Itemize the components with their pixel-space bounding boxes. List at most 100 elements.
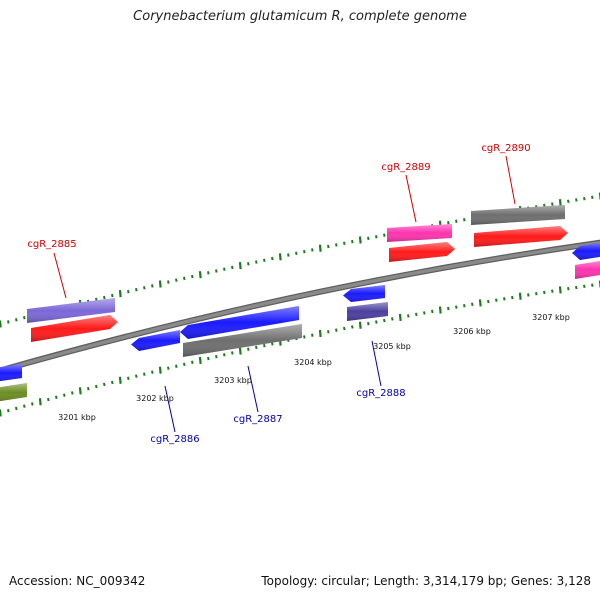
gene-shading — [27, 298, 115, 323]
minor-tick — [351, 325, 354, 329]
minor-tick — [71, 391, 74, 395]
minor-tick — [7, 320, 10, 324]
minor-tick — [287, 253, 290, 257]
gene-shading — [347, 302, 388, 321]
minor-tick — [183, 362, 186, 366]
major-tick — [278, 253, 282, 261]
minor-tick — [447, 306, 450, 311]
gene-label[interactable]: cgR_2887 — [233, 414, 282, 425]
minor-tick — [63, 393, 66, 397]
minor-tick — [143, 286, 146, 290]
major-tick — [118, 376, 122, 384]
genome-stats: Topology: circular; Length: 3,314,179 bp… — [261, 574, 591, 588]
minor-tick — [151, 284, 154, 288]
minor-tick — [223, 267, 226, 271]
minor-tick — [295, 251, 298, 256]
minor-tick — [327, 244, 330, 249]
gene-label[interactable]: cgR_2890 — [481, 143, 530, 154]
major-tick — [158, 366, 162, 374]
major-tick — [0, 320, 2, 328]
minor-tick — [455, 219, 458, 223]
minor-tick — [311, 333, 314, 337]
minor-tick — [271, 256, 274, 261]
minor-tick — [375, 320, 378, 324]
minor-tick — [215, 269, 218, 273]
gene-shading — [0, 383, 27, 402]
minor-tick — [343, 326, 346, 331]
minor-tick — [551, 289, 554, 293]
gene-label[interactable]: cgR_2889 — [381, 162, 430, 173]
gene-shading — [0, 364, 22, 382]
kbp-label: 3204 kbp — [294, 358, 332, 367]
kbp-labels: 3201 kbp 3202 kbp 3203 kbp 3204 kbp 3205 kbp… — [58, 313, 570, 422]
minor-tick — [543, 290, 546, 295]
label-leader-line — [53, 252, 67, 299]
major-tick — [558, 286, 562, 294]
major-tick — [318, 244, 322, 252]
minor-tick — [247, 347, 250, 351]
minor-tick — [127, 376, 130, 380]
minor-tick — [55, 395, 58, 400]
label-leader-line — [505, 155, 516, 205]
minor-tick — [591, 283, 594, 287]
genome-axis — [0, 239, 600, 374]
minor-tick — [431, 309, 434, 314]
minor-tick — [567, 199, 570, 204]
major-tick — [238, 347, 242, 355]
gene-label[interactable]: cgR_2888 — [356, 388, 405, 399]
minor-tick — [303, 249, 306, 254]
minor-tick — [207, 271, 210, 275]
gene-shading — [575, 260, 600, 279]
page-title: Corynebacterium glutamicum R, complete g… — [133, 9, 467, 24]
major-tick — [38, 398, 42, 406]
gene-shading — [131, 330, 180, 351]
minor-tick — [535, 291, 538, 296]
minor-tick — [103, 382, 106, 387]
minor-tick — [375, 235, 378, 239]
major-tick — [478, 299, 482, 307]
major-tick — [358, 236, 362, 244]
major-tick — [198, 271, 202, 279]
label-leader-line — [164, 385, 176, 433]
minor-tick — [167, 280, 170, 284]
major-tick — [518, 292, 522, 300]
minor-tick — [191, 360, 194, 365]
major-tick — [78, 387, 82, 395]
minor-tick — [415, 312, 418, 317]
minor-tick — [31, 402, 34, 406]
kbp-label: 3206 kbp — [453, 327, 491, 336]
minor-tick — [191, 274, 194, 279]
gene-shading — [387, 224, 452, 242]
minor-tick — [455, 305, 458, 309]
gene-shading — [572, 242, 600, 260]
minor-tick — [23, 404, 26, 408]
minor-tick — [495, 298, 498, 302]
minor-tick — [15, 318, 18, 322]
minor-tick — [167, 366, 170, 370]
minor-tick — [351, 239, 354, 244]
gene-shading — [471, 205, 565, 225]
minor-tick — [575, 285, 578, 290]
major-tick — [238, 262, 242, 270]
major-tick — [118, 290, 122, 298]
minor-tick — [231, 351, 234, 355]
minor-tick — [407, 314, 410, 318]
minor-tick — [583, 196, 586, 201]
axis-line — [0, 240, 600, 373]
major-tick — [438, 306, 442, 314]
minor-tick — [391, 317, 394, 321]
minor-tick — [143, 372, 146, 376]
kbp-label: 3203 kbp — [214, 376, 252, 385]
minor-tick — [135, 374, 138, 378]
gene-label[interactable]: cgR_2885 — [27, 239, 76, 250]
label-leader-line — [247, 365, 259, 413]
minor-tick — [151, 370, 154, 374]
minor-tick — [215, 354, 218, 359]
gene-shading — [389, 242, 455, 262]
minor-tick — [23, 316, 26, 320]
minor-tick — [575, 198, 578, 202]
minor-tick — [367, 321, 370, 326]
minor-tick — [551, 202, 554, 206]
gene-label[interactable]: cgR_2886 — [150, 434, 199, 445]
minor-tick — [255, 260, 258, 264]
